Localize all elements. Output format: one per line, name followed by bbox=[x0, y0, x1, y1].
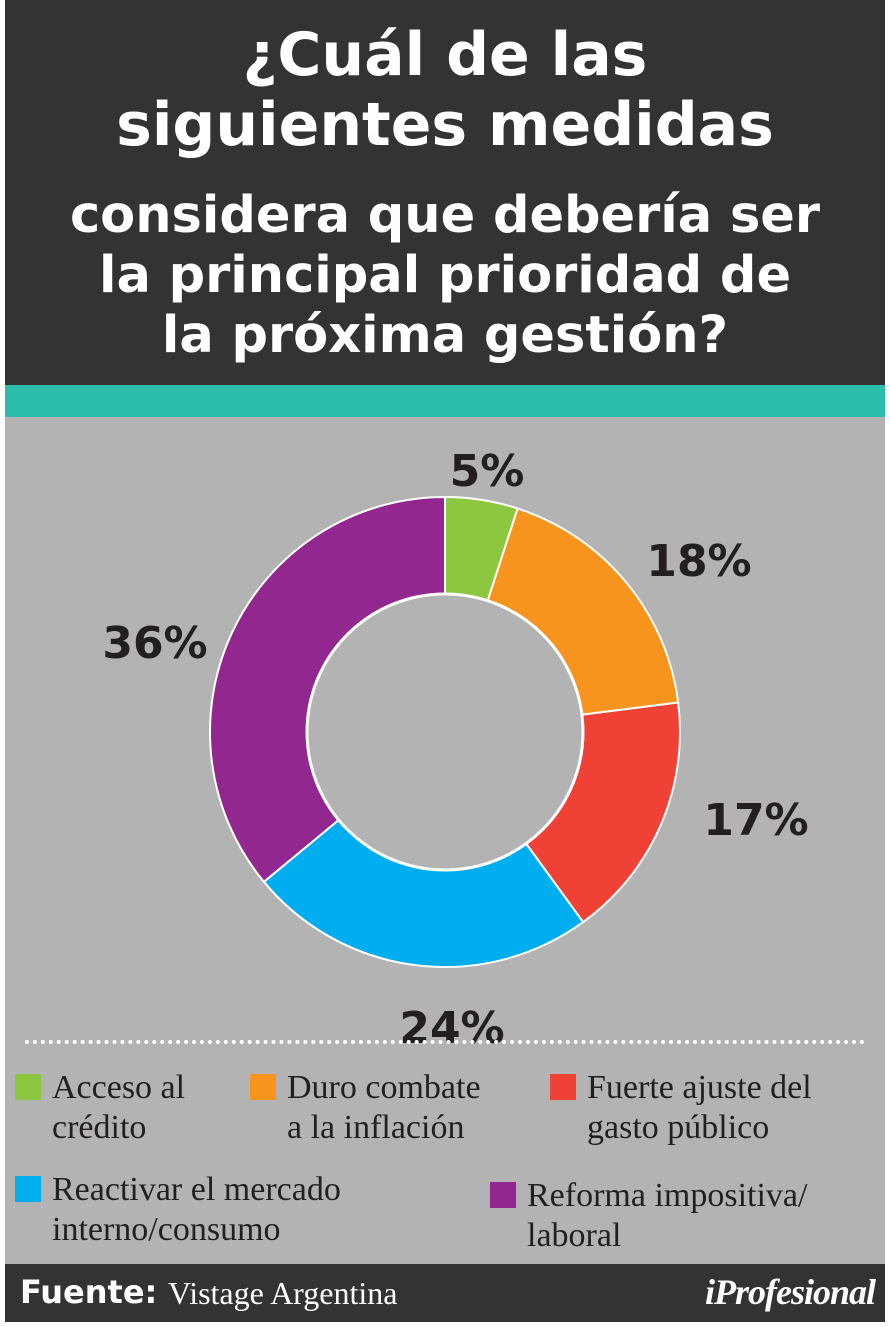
title-line-2: siguientes medidas bbox=[116, 90, 774, 160]
accent-bar bbox=[5, 385, 885, 417]
legend-swatch-ajuste-gasto bbox=[550, 1074, 576, 1100]
legend-swatch-mercado-interno bbox=[15, 1176, 41, 1202]
legend-label-combate-inflacion: Duro combate a la inflación bbox=[287, 1069, 481, 1146]
legend-label-mercado-interno: Reactivar el mercado interno/consumo bbox=[52, 1171, 341, 1248]
infographic: ¿Cuál de las siguientes medidas consider… bbox=[5, 0, 885, 1322]
brand-logo: iProfesional bbox=[704, 1272, 876, 1312]
legend-swatch-combate-inflacion bbox=[250, 1074, 276, 1100]
legend-swatch-reforma-impositiva bbox=[490, 1182, 516, 1208]
divider bbox=[25, 1040, 865, 1044]
label-acceso-al-credito: 5% bbox=[450, 446, 525, 497]
label-reforma-impositiva-laboral: 36% bbox=[102, 618, 207, 669]
donut-hole-outline bbox=[305, 592, 585, 872]
source-label: Fuente: bbox=[20, 1273, 158, 1311]
donut-slices bbox=[209, 495, 681, 968]
legend-swatch-acceso-credito bbox=[15, 1074, 41, 1100]
slice-reforma-impositiva-laboral bbox=[209, 495, 446, 884]
legend-label-reforma-impositiva: Reforma impositiva/laboral bbox=[527, 1177, 808, 1254]
source-value: Vistage Argentina bbox=[168, 1275, 398, 1311]
label-fuerte-ajuste-del-gasto-publico: 17% bbox=[703, 795, 808, 846]
title-line-5: la próxima gestión? bbox=[161, 306, 729, 365]
legend-label-ajuste-gasto: Fuerte ajuste del gasto público bbox=[587, 1069, 812, 1146]
header: ¿Cuál de las siguientes medidas consider… bbox=[5, 0, 885, 385]
label-reactivar-el-mercado-interno-consumo: 24% bbox=[399, 1003, 504, 1054]
donut-labels: 5% 18% 17% 24% 36% bbox=[102, 446, 808, 1054]
donut-chart: 5% 18% 17% 24% 36% bbox=[102, 446, 808, 1054]
title-line-3: considera que debería ser bbox=[69, 186, 821, 245]
title-line-4: la principal prioridad de bbox=[98, 246, 792, 305]
footer: Fuente: Vistage Argentina iProfesional bbox=[5, 1264, 885, 1322]
legend-label-acceso-credito: Acceso al crédito bbox=[52, 1069, 186, 1146]
title-line-1: ¿Cuál de las bbox=[242, 20, 648, 90]
label-duro-combate-a-la-inflacion: 18% bbox=[646, 536, 751, 587]
